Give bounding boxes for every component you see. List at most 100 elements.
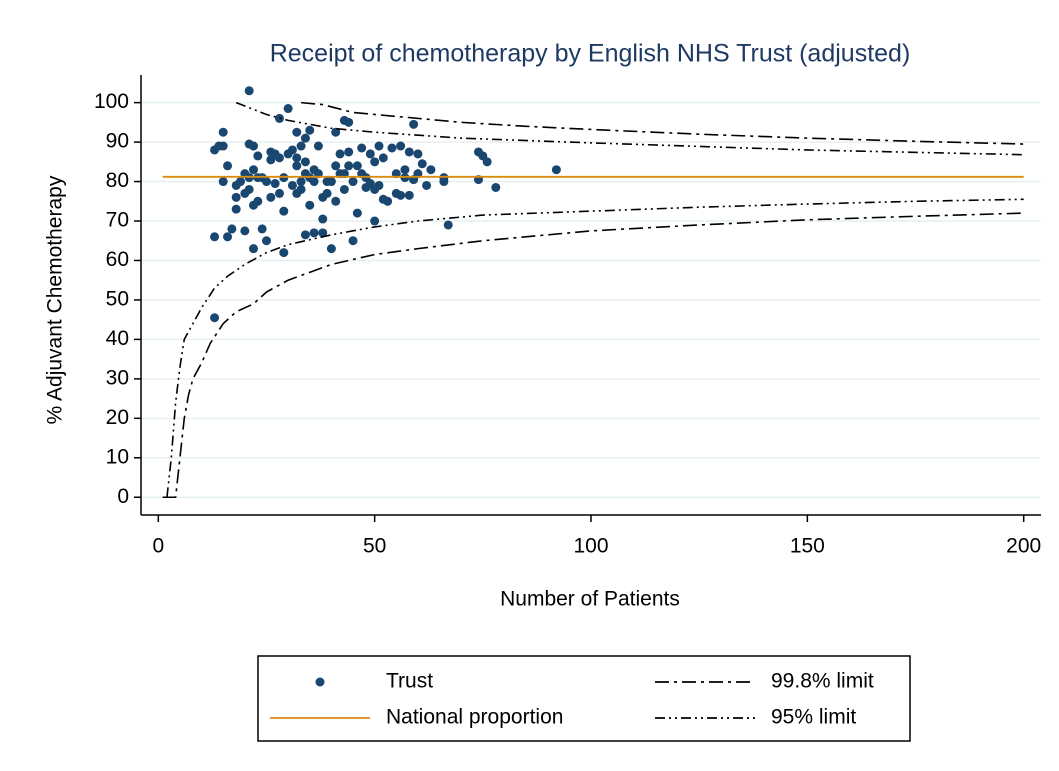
data-point xyxy=(322,188,332,198)
data-point xyxy=(391,169,401,179)
data-point xyxy=(218,141,228,151)
data-point xyxy=(296,184,306,194)
data-point xyxy=(491,182,501,192)
data-point xyxy=(287,180,297,190)
data-point xyxy=(422,180,432,190)
data-point xyxy=(439,177,449,187)
x-tick-label: 150 xyxy=(790,535,825,558)
data-point xyxy=(365,149,375,159)
data-point xyxy=(266,192,276,202)
data-point xyxy=(348,177,358,187)
data-point xyxy=(274,188,284,198)
data-point xyxy=(249,165,258,175)
data-point xyxy=(305,125,315,135)
data-point xyxy=(409,119,419,129)
y-tick-label: 70 xyxy=(106,209,129,232)
data-point xyxy=(270,179,280,189)
data-point xyxy=(400,165,410,175)
legend-label: 95% limit xyxy=(771,706,856,729)
data-point xyxy=(210,313,220,323)
data-point xyxy=(387,143,397,153)
data-point xyxy=(352,161,362,171)
data-point xyxy=(223,232,233,242)
series-line xyxy=(301,101,1024,145)
data-point xyxy=(257,224,267,234)
legend-label: Trust xyxy=(386,670,433,693)
data-point xyxy=(339,184,349,194)
x-axis-label: Number of Patients xyxy=(500,588,680,611)
data-point xyxy=(231,192,241,202)
data-point xyxy=(244,184,254,194)
data-point xyxy=(309,228,319,238)
data-point xyxy=(231,204,241,214)
data-point xyxy=(210,232,220,242)
x-tick-label: 0 xyxy=(152,535,164,558)
y-tick-label: 30 xyxy=(106,366,129,389)
data-point xyxy=(335,149,345,159)
y-tick-label: 20 xyxy=(106,406,129,429)
data-point xyxy=(426,165,436,175)
data-point xyxy=(326,177,336,187)
data-point xyxy=(370,216,380,226)
data-point xyxy=(348,236,358,246)
data-point xyxy=(261,177,271,187)
data-point xyxy=(443,220,453,230)
data-point xyxy=(218,177,228,187)
y-tick-label: 60 xyxy=(106,248,129,271)
data-point xyxy=(279,248,289,258)
data-point xyxy=(236,177,246,187)
data-point xyxy=(292,153,302,163)
data-point xyxy=(374,180,384,190)
data-point xyxy=(404,190,414,200)
data-point xyxy=(292,161,302,171)
data-point xyxy=(331,161,341,171)
legend-box xyxy=(257,655,911,742)
data-point xyxy=(309,177,319,187)
y-tick-label: 10 xyxy=(106,445,129,468)
data-point xyxy=(370,157,380,167)
data-point xyxy=(344,147,354,157)
series-line xyxy=(166,198,1024,498)
data-point xyxy=(287,145,297,155)
data-point xyxy=(244,86,254,96)
data-point xyxy=(253,151,263,161)
x-tick-label: 50 xyxy=(363,535,386,558)
data-point xyxy=(249,141,258,151)
series-line xyxy=(162,212,1024,499)
legend-marker xyxy=(315,677,325,687)
y-tick-label: 0 xyxy=(117,485,129,508)
data-point xyxy=(551,165,561,175)
data-point xyxy=(396,141,406,151)
data-point xyxy=(300,157,310,167)
data-point xyxy=(318,214,328,224)
data-point xyxy=(413,169,423,179)
data-point xyxy=(344,117,354,127)
data-point xyxy=(218,127,228,137)
data-point xyxy=(292,127,302,137)
data-point xyxy=(404,147,414,157)
data-point xyxy=(313,169,323,179)
data-point xyxy=(482,157,492,167)
data-point xyxy=(274,153,284,163)
data-point xyxy=(300,230,310,240)
data-point xyxy=(326,244,336,254)
data-point xyxy=(344,161,354,171)
data-point xyxy=(331,127,341,137)
data-point xyxy=(300,133,310,143)
data-point xyxy=(352,208,362,218)
legend-label: National proportion xyxy=(386,706,563,729)
y-tick-label: 50 xyxy=(106,287,129,310)
x-tick-label: 200 xyxy=(1006,535,1041,558)
y-tick-label: 100 xyxy=(94,90,129,113)
data-point xyxy=(318,228,328,238)
data-point xyxy=(313,141,323,151)
chart-title: Receipt of chemotherapy by English NHS T… xyxy=(270,40,911,68)
data-point xyxy=(413,149,423,159)
data-point xyxy=(261,236,271,246)
data-point xyxy=(383,196,393,206)
data-point xyxy=(283,104,293,114)
y-tick-label: 40 xyxy=(106,327,129,350)
data-point xyxy=(331,196,341,206)
